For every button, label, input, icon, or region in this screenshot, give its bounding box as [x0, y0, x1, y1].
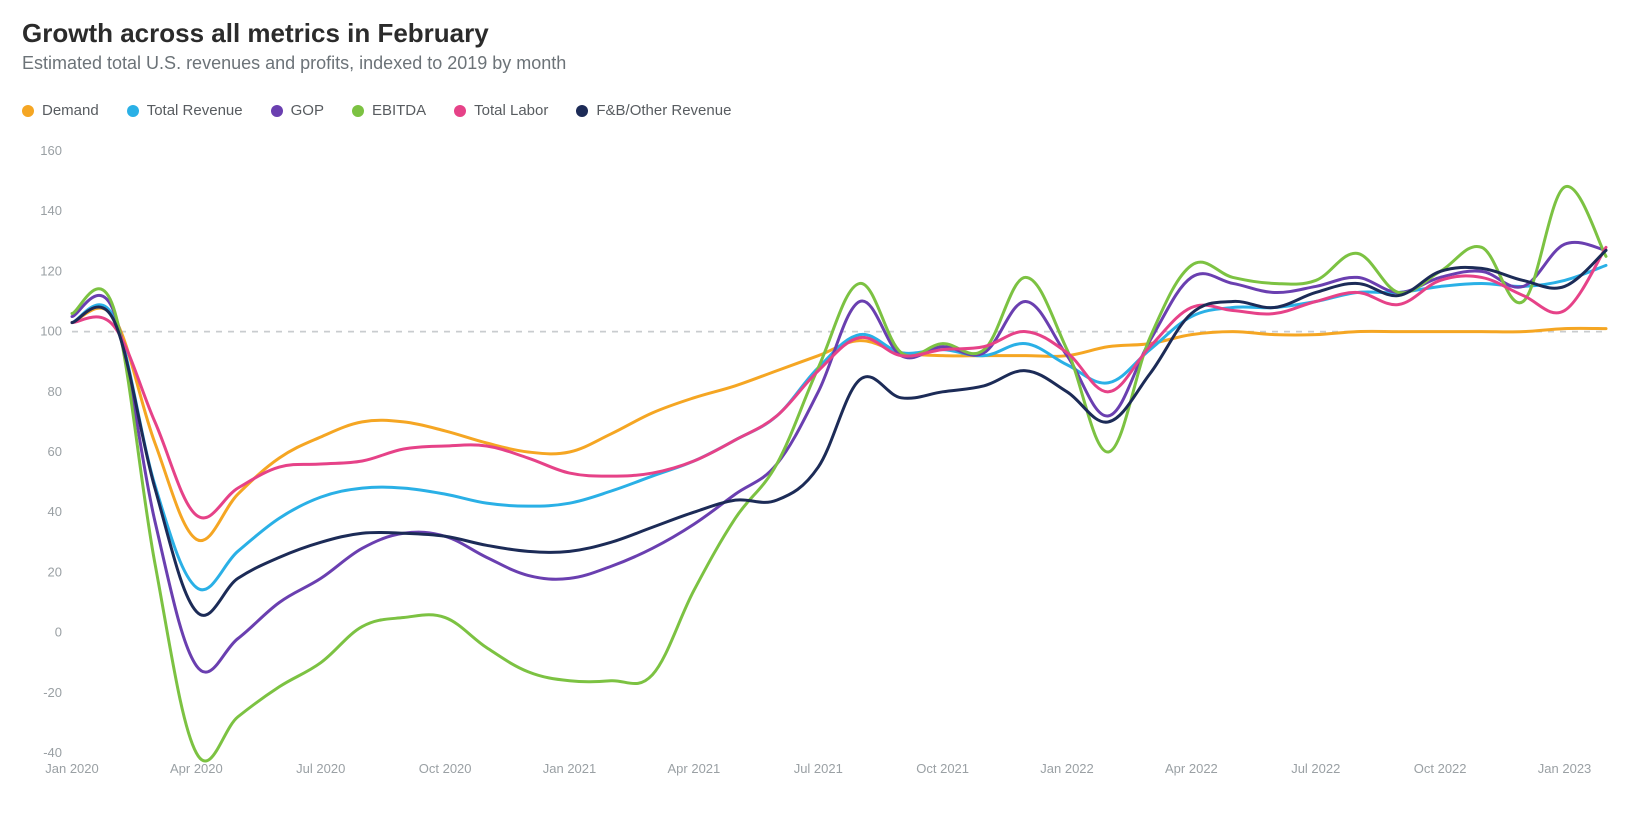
x-tick-label: Apr 2020: [170, 761, 223, 776]
legend-label-demand: Demand: [42, 102, 99, 119]
x-tick-label: Oct 2021: [916, 761, 969, 776]
y-tick-label: 140: [40, 203, 62, 218]
x-tick-label: Oct 2020: [419, 761, 472, 776]
x-tick-label: Jul 2022: [1291, 761, 1340, 776]
plot-area: -40 -20 0 20 40 60 80 100 120 140 160 Jan 2020 Apr 2…: [22, 141, 1622, 781]
y-tick-label: 40: [48, 504, 62, 519]
legend-swatch-gop: [271, 105, 283, 117]
legend-item-gop: GOP: [271, 102, 324, 119]
x-tick-label: Jan 2023: [1538, 761, 1592, 776]
legend-label-fb_other: F&B/Other Revenue: [596, 102, 731, 119]
y-tick-label: 60: [48, 444, 62, 459]
legend-swatch-total_labor: [454, 105, 466, 117]
y-tick-label: 20: [48, 564, 62, 579]
legend-item-demand: Demand: [22, 102, 99, 119]
legend-label-gop: GOP: [291, 102, 324, 119]
chart-svg: -40 -20 0 20 40 60 80 100 120 140 160 Jan 2020 Apr 2…: [22, 141, 1622, 781]
legend-swatch-total_revenue: [127, 105, 139, 117]
legend-item-total_revenue: Total Revenue: [127, 102, 243, 119]
legend-swatch-ebitda: [352, 105, 364, 117]
legend-swatch-fb_other: [576, 105, 588, 117]
chart-title: Growth across all metrics in February: [22, 18, 1622, 49]
legend-label-total_revenue: Total Revenue: [147, 102, 243, 119]
y-tick-label: 120: [40, 263, 62, 278]
series-line-ebitda: [72, 186, 1606, 761]
y-tick-label: 0: [55, 625, 62, 640]
x-tick-label: Apr 2022: [1165, 761, 1218, 776]
x-tick-label: Oct 2022: [1414, 761, 1467, 776]
x-tick-label: Apr 2021: [668, 761, 721, 776]
y-tick-label: 100: [40, 324, 62, 339]
y-tick-label: 160: [40, 143, 62, 158]
x-tick-label: Jul 2020: [296, 761, 345, 776]
y-tick-label: 80: [48, 384, 62, 399]
legend-label-ebitda: EBITDA: [372, 102, 426, 119]
legend-item-total_labor: Total Labor: [454, 102, 548, 119]
x-tick-label: Jul 2021: [794, 761, 843, 776]
legend-item-fb_other: F&B/Other Revenue: [576, 102, 731, 119]
x-tick-label: Jan 2021: [543, 761, 597, 776]
legend-swatch-demand: [22, 105, 34, 117]
legend: Demand Total Revenue GOP EBITDA Total Labor F…: [22, 102, 1622, 119]
y-tick-label: -20: [43, 685, 62, 700]
x-tick-label: Jan 2020: [45, 761, 99, 776]
series-line-fb_other: [72, 250, 1606, 615]
chart-subtitle: Estimated total U.S. revenues and profit…: [22, 53, 1622, 74]
x-tick-label: Jan 2022: [1040, 761, 1094, 776]
chart-container: Growth across all metrics in February Es…: [0, 0, 1644, 822]
legend-label-total_labor: Total Labor: [474, 102, 548, 119]
legend-item-ebitda: EBITDA: [352, 102, 426, 119]
series-line-gop: [72, 242, 1606, 672]
y-tick-label: -40: [43, 745, 62, 760]
